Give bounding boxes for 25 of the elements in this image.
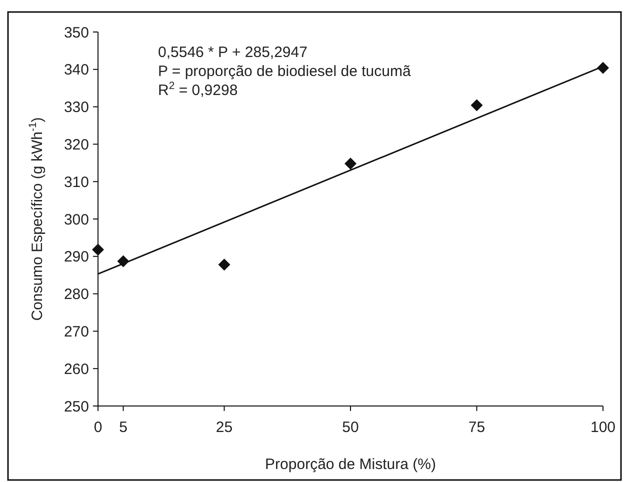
y-tick-label: 270 — [64, 323, 89, 340]
y-tick-label: 290 — [64, 248, 89, 266]
y-tick-label: 320 — [64, 136, 89, 154]
annotation: R$^{2}$ = 0,9298 — [158, 80, 238, 99]
y-tick-label: 300 — [64, 211, 89, 228]
point — [218, 258, 230, 271]
y-tick-label: 350 — [64, 24, 89, 42]
point — [92, 244, 104, 256]
y-tick-label: 260 — [64, 360, 89, 378]
point — [470, 99, 483, 112]
x-tick-label: 25 — [216, 419, 233, 436]
y-tick-label: 280 — [64, 286, 89, 304]
x-tick-label: 50 — [342, 419, 359, 436]
point — [344, 158, 356, 170]
annotation: 0,5546 * P + 285,2947 — [158, 44, 308, 61]
y-tick-label: 310 — [64, 174, 89, 191]
y-tick-label: 250 — [64, 398, 89, 416]
annotation: P = proporção de biodiesel de tucumã — [158, 63, 412, 80]
x-tick-label: 5 — [119, 419, 128, 436]
x-tick-label: 0 — [94, 419, 102, 436]
x-tick-label: 100 — [590, 419, 616, 436]
y-tick-label: 340 — [64, 62, 89, 79]
x-tick-label: 75 — [468, 419, 486, 436]
y-tick-label: 330 — [64, 99, 89, 116]
x-axis-title: Proporção de Mistura (%) — [265, 456, 436, 473]
